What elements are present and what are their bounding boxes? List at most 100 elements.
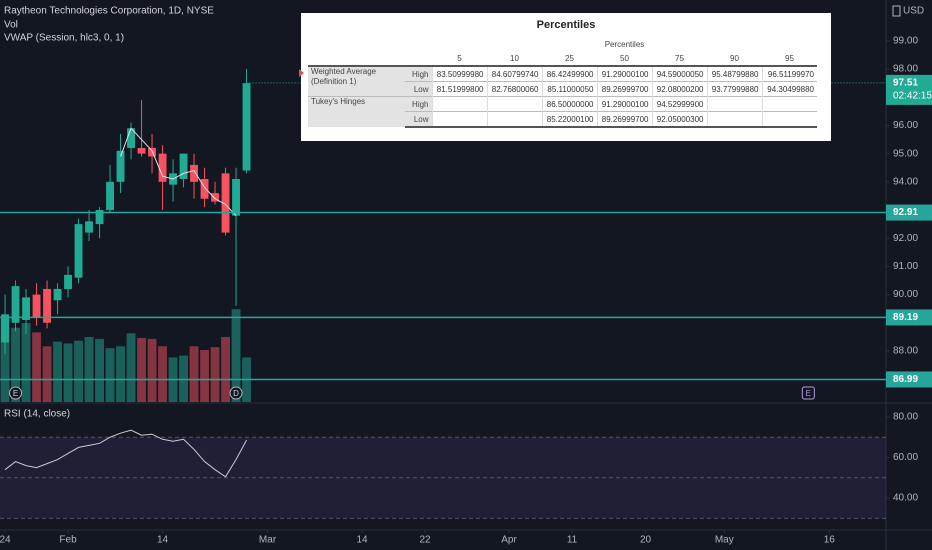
volume-label: Vol [4, 20, 18, 31]
x-tick-label: 16 [824, 535, 836, 546]
vwap-label: VWAP (Session, hlc3, 0, 1) [4, 33, 124, 44]
volume-bar [0, 318, 10, 402]
candle-body [242, 83, 251, 171]
currency-label[interactable]: USD [903, 6, 924, 17]
table-cell: 85.22000100 [541, 111, 597, 128]
volume-bar [147, 338, 157, 402]
candle-body [190, 164, 198, 182]
y-tick-label: 88.00 [893, 346, 918, 357]
x-tick-label: 24 [0, 535, 11, 546]
candle-body [127, 128, 135, 149]
volume-bar [32, 332, 41, 402]
table-row: Low 85.22000100 89.26999700 92.05000300 [308, 111, 817, 128]
y-tick-label: 95.00 [893, 148, 918, 159]
table-title: Percentiles [536, 19, 596, 31]
table-cell [761, 111, 817, 128]
table-cell [431, 96, 487, 112]
table-cell [761, 96, 817, 112]
column-header: 25 [565, 53, 574, 63]
candle-body [95, 210, 104, 225]
y-tick-label: 92.00 [893, 233, 918, 244]
x-tick-label: 14 [157, 535, 169, 546]
table-cell: 81.51999800 [431, 81, 487, 97]
x-tick-label: Mar [259, 535, 277, 546]
table-cell [706, 111, 762, 128]
last-price-tag [886, 74, 932, 105]
group-header-row: Percentiles [308, 37, 817, 51]
rsi-line [4, 429, 247, 478]
volume-bar [126, 333, 136, 402]
volume-bar [231, 309, 241, 402]
table-cell: 92.08000200 [651, 81, 707, 97]
x-tick-label: 14 [356, 535, 368, 546]
volume-bar [137, 337, 146, 402]
candle-body [74, 224, 83, 278]
candle-body [116, 150, 125, 182]
table-grid: Percentiles 5 10 25 50 75 90 95 Weighted Average… [308, 37, 817, 128]
table-row: Weighted Average (Definition 1) High 83.50… [308, 65, 817, 97]
rsi-tick-label: 80.00 [893, 412, 918, 423]
volume-bar [105, 348, 115, 402]
row-label: High [405, 96, 432, 112]
row-group-label: Tukey's Hinges [308, 96, 405, 127]
level-label: 92.91 [893, 207, 918, 218]
table-cell: 85.11000050 [541, 81, 597, 97]
candle-body [43, 288, 51, 323]
candle-body [148, 148, 156, 157]
volume-bar [95, 338, 104, 402]
y-tick-label: 99.00 [893, 36, 918, 47]
event-marker [801, 386, 815, 400]
candle-body [106, 181, 114, 211]
y-tick-label: 91.00 [893, 261, 918, 272]
candle-body [179, 153, 188, 180]
table-cell: 82.76800060 [486, 81, 542, 97]
table-cell [486, 96, 542, 112]
candle-body [221, 173, 230, 233]
volume-bar [84, 337, 94, 402]
row-label: Low [405, 81, 432, 97]
vwap-line [120, 127, 237, 216]
row-group-label: Weighted Average (Definition 1) [308, 65, 405, 97]
column-header: 5 [457, 53, 462, 63]
table-cell: 96.51199970 [761, 65, 817, 82]
candle-body [1, 314, 9, 343]
level-tag [886, 204, 932, 221]
table-row: Low 81.51999800 82.76800060 85.11000050 89.2… [308, 81, 817, 97]
rsi-tick-label: 40.00 [893, 493, 918, 504]
row-marker [299, 69, 304, 77]
candle-body [232, 179, 240, 216]
table-cell: 94.30499880 [761, 81, 817, 97]
currency-icon[interactable] [892, 5, 901, 17]
level-label: 86.99 [893, 374, 918, 385]
candle-body [85, 221, 93, 233]
x-tick-label: Feb [59, 535, 77, 546]
table-cell: 89.26999700 [596, 81, 652, 97]
volume-bar [189, 346, 199, 402]
event-marker [9, 386, 23, 400]
volume-bar [210, 347, 220, 402]
column-header-row: 5 10 25 50 75 90 95 [308, 51, 817, 66]
volume-bar [63, 343, 73, 402]
candle-body [11, 286, 20, 323]
table-cell: 92.05000300 [651, 111, 707, 128]
level-label: 89.19 [893, 312, 918, 323]
volume-bar [221, 337, 230, 402]
percentiles-table: Percentiles Percentiles 5 10 25 50 75 90 95 Weig… [301, 13, 831, 141]
table-cell: 94.59000050 [651, 65, 707, 82]
column-header: 90 [730, 53, 739, 63]
x-tick-label: 20 [640, 535, 652, 546]
rsi-label: RSI (14, close) [4, 409, 70, 420]
volume-bar [158, 346, 167, 402]
level-tag [886, 371, 932, 388]
row-label: Low [405, 111, 432, 128]
event-marker [229, 386, 243, 400]
event-marker-label: E [13, 389, 18, 398]
table-cell: 95.48799880 [706, 65, 762, 82]
table-row: Tukey's Hinges High 86.50000000 91.29000100… [308, 96, 817, 127]
table-cell [706, 96, 762, 112]
table-cell: 91.29000100 [596, 65, 652, 82]
y-tick-label: 90.00 [893, 289, 918, 300]
candle-body [200, 179, 209, 199]
table-cell: 89.26999700 [596, 111, 652, 128]
table-cell: 86.42499900 [541, 65, 597, 82]
